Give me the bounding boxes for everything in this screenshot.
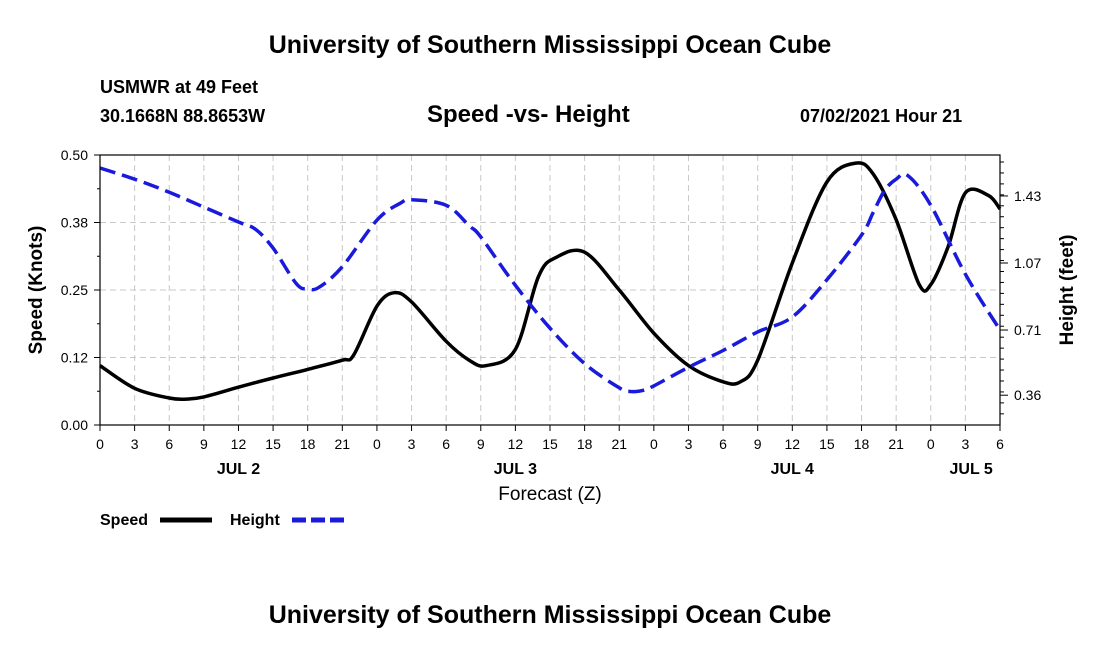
y2-tick-label: 1.07 bbox=[1014, 255, 1041, 271]
y2-tick-label: 0.71 bbox=[1014, 322, 1041, 338]
x-tick-label: 18 bbox=[300, 436, 316, 452]
x-tick-label: 0 bbox=[650, 436, 658, 452]
x-tick-label: 0 bbox=[96, 436, 104, 452]
day-label: JUL 5 bbox=[950, 461, 993, 478]
x-axis-label: Forecast (Z) bbox=[498, 484, 601, 505]
chart-subtitle: Speed -vs- Height bbox=[427, 101, 630, 128]
x-tick-label: 15 bbox=[542, 436, 558, 452]
legend: Speed Height bbox=[100, 512, 344, 529]
y-tick-label: 0.50 bbox=[61, 147, 88, 163]
datetime-label: 07/02/2021 Hour 21 bbox=[800, 106, 963, 126]
y-tick-label: 0.25 bbox=[61, 282, 88, 298]
y-axis-label: Speed (Knots) bbox=[26, 226, 47, 355]
ticks: 0 3 6 9 12 15 18 21 0 3 6 9 12 15 18 21 0 3 6 9 12 15 18 21 0 3 6J… bbox=[61, 147, 1042, 478]
x-tick-label: 6 bbox=[996, 436, 1004, 452]
legend-speed-label: Speed bbox=[100, 512, 148, 529]
x-tick-label: 0 bbox=[373, 436, 381, 452]
x-tick-label: 18 bbox=[577, 436, 593, 452]
y2-axis-label: Height (feet) bbox=[1057, 235, 1078, 346]
legend-height-label: Height bbox=[230, 512, 280, 529]
x-tick-label: 0 bbox=[927, 436, 935, 452]
y2-tick-label: 1.43 bbox=[1014, 188, 1041, 204]
x-tick-label: 9 bbox=[477, 436, 485, 452]
x-tick-label: 21 bbox=[335, 436, 351, 452]
x-tick-label: 12 bbox=[231, 436, 247, 452]
x-tick-label: 3 bbox=[408, 436, 416, 452]
x-tick-label: 3 bbox=[131, 436, 139, 452]
y-tick-label: 0.00 bbox=[61, 417, 88, 433]
x-tick-label: 21 bbox=[888, 436, 904, 452]
x-tick-label: 6 bbox=[719, 436, 727, 452]
day-label: JUL 3 bbox=[494, 461, 537, 478]
series-layer bbox=[99, 161, 1002, 402]
x-tick-label: 3 bbox=[961, 436, 969, 452]
x-tick-label: 3 bbox=[685, 436, 693, 452]
x-tick-label: 6 bbox=[165, 436, 173, 452]
x-tick-label: 9 bbox=[200, 436, 208, 452]
speed-series-line bbox=[99, 161, 1002, 402]
x-tick-label: 9 bbox=[754, 436, 762, 452]
grid bbox=[100, 155, 1000, 425]
x-tick-label: 12 bbox=[785, 436, 801, 452]
y-tick-label: 0.12 bbox=[61, 350, 88, 366]
y-tick-label: 0.38 bbox=[61, 215, 88, 231]
footer-title: University of Southern Mississippi Ocean… bbox=[268, 601, 832, 629]
station-label: USMWR at 49 Feet bbox=[100, 77, 259, 97]
day-label: JUL 4 bbox=[771, 461, 814, 478]
chart-title: University of Southern Mississippi Ocean… bbox=[268, 31, 832, 59]
day-label: JUL 2 bbox=[217, 461, 260, 478]
height-series-line bbox=[99, 166, 1002, 394]
x-tick-label: 18 bbox=[854, 436, 870, 452]
x-tick-label: 15 bbox=[265, 436, 281, 452]
x-tick-label: 6 bbox=[442, 436, 450, 452]
coordinates-label: 30.1668N 88.8653W bbox=[100, 106, 266, 126]
x-tick-label: 15 bbox=[819, 436, 835, 452]
x-tick-label: 21 bbox=[611, 436, 627, 452]
y2-tick-label: 0.36 bbox=[1014, 387, 1041, 403]
x-tick-label: 12 bbox=[508, 436, 524, 452]
